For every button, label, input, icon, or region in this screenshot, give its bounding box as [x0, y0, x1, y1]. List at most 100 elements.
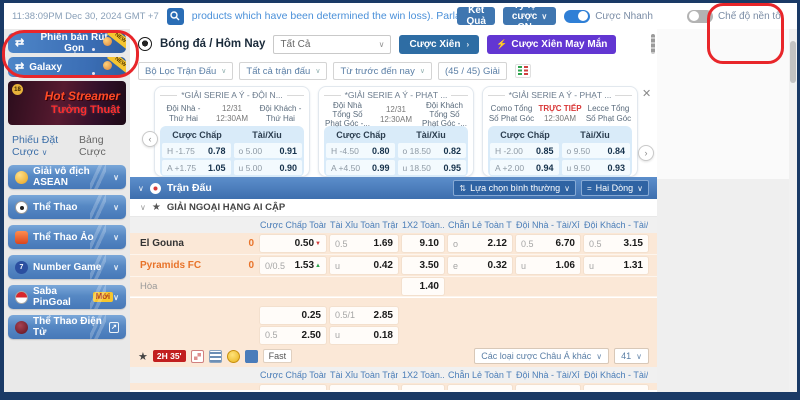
- odds-cell[interactable]: u 0.18: [330, 326, 398, 344]
- featured-card: *GIẢI SERIE A Ý - PHẠT ... Đội Nhà Tổng …: [318, 86, 474, 177]
- league-count-box[interactable]: (45 / 45) Giải: [437, 62, 507, 80]
- view-option-dropdown[interactable]: ⇅ Lựa chọn bình thường ∨: [453, 180, 576, 196]
- odds-cell[interactable]: o 2.12: [448, 235, 512, 252]
- league-section-row[interactable]: ∨ ★ GIẢI NGOẠI HẠNG AI CẬP: [130, 199, 657, 217]
- chevron-down-icon: ∨: [140, 203, 146, 212]
- chevron-down-icon: ∨: [113, 292, 119, 302]
- chevron-down-icon: ∨: [637, 183, 643, 193]
- coin-icon[interactable]: [226, 349, 240, 363]
- col-odd-even: Chẵn Lẻ Toàn Trận: [448, 220, 512, 230]
- odds-cell[interactable]: u 18.50 0.95: [397, 160, 466, 175]
- odds-up-icon: ▲: [315, 262, 321, 269]
- league-select[interactable]: Tất Cả ∨: [273, 34, 392, 54]
- chevron-right-icon: ›: [466, 39, 470, 49]
- promo-banner[interactable]: 18 Hot Streamer Tưởng Thuật: [8, 81, 126, 125]
- galaxy-version-button[interactable]: ⇄ Galaxy NEW: [8, 57, 126, 77]
- odds-cell[interactable]: u 0.42: [330, 257, 398, 274]
- home-team-name[interactable]: El Gouna: [140, 238, 184, 249]
- odds-cell[interactable]: u 1.06: [516, 257, 580, 274]
- odds-cell[interactable]: o 9.50 0.84: [561, 143, 630, 158]
- chevron-down-icon: ∨: [636, 351, 642, 361]
- sidebar-item-label: Number Game: [33, 261, 102, 273]
- toggle-knob: [688, 11, 699, 21]
- statistics-grid-icon[interactable]: [190, 349, 204, 363]
- page-scrollbar[interactable]: [789, 29, 797, 392]
- carousel-next-button[interactable]: ›: [638, 145, 654, 161]
- chevron-down-icon[interactable]: ∨: [138, 183, 144, 193]
- away-team-label: Đội Khách Tổng Số Phạt Góc -...: [422, 101, 467, 129]
- carousel-prev-button[interactable]: ‹: [142, 131, 158, 147]
- table-row-away: Pyramids FC 0 0/0.5 1.53 ▲ u 0.42 3.50 e 0.32…: [130, 255, 657, 277]
- bar-chart-icon[interactable]: [244, 349, 258, 363]
- odds-cell[interactable]: 0/0.5 1.53 ▲: [260, 257, 326, 274]
- odds-cell[interactable]: 0.5 3.15: [584, 235, 648, 252]
- planet-icon: [103, 37, 112, 46]
- odds-cell[interactable]: A +2.00 0.94: [490, 160, 559, 175]
- lucky-parlay-button[interactable]: ⚡ Cược Xiên May Mắn: [487, 34, 617, 54]
- odds-cell[interactable]: A +1.75 1.05: [162, 160, 231, 175]
- odds-cell[interactable]: 0.25: [260, 306, 326, 324]
- sidebar-item-asean-championship[interactable]: Giải vô địch ASEAN ∨: [8, 165, 126, 189]
- compact-version-button[interactable]: ⇄ Phiên bản Rút Gọn NEW: [8, 33, 126, 53]
- favorite-star-icon[interactable]: ★: [151, 202, 161, 213]
- over-under-header: Tài/Xỉu: [416, 129, 446, 140]
- time-range-dropdown[interactable]: Từ trước đến nay ∨: [333, 62, 432, 80]
- line-option-dropdown[interactable]: = Hai Dòng ∨: [580, 180, 649, 196]
- parlay-button[interactable]: Cược Xiên ›: [399, 34, 480, 54]
- sidebar-item-virtual-sports[interactable]: Thể Thao Ảo ∨: [8, 225, 126, 249]
- dark-mode-label: Chế độ nền tối: [717, 10, 783, 22]
- odds-cell[interactable]: u 9.50 0.93: [561, 160, 630, 175]
- match-filter-dropdown[interactable]: Bộ Lọc Trận Đấu ∨: [138, 62, 234, 80]
- headset-icon: [15, 320, 28, 334]
- odds-cell[interactable]: o 18.50 0.82: [397, 143, 466, 158]
- odds-cell[interactable]: H -2.00 0.85: [490, 143, 559, 158]
- live-time-badge: 2H 35': [152, 350, 186, 362]
- odds-type-dropdown[interactable]: Tỷ lệ cược CN ∨: [502, 3, 557, 33]
- tab-bet-board[interactable]: Bảng Cược: [79, 134, 106, 158]
- close-icon[interactable]: ✕: [642, 88, 652, 100]
- sidebar-item-sports[interactable]: Thể Thao ∨: [8, 195, 126, 219]
- odds-cell[interactable]: H -1.75 0.78: [162, 143, 231, 158]
- away-team-label: Đội Khách - Thứ Hai: [259, 104, 302, 123]
- sidebar-item-saba-pingoal[interactable]: Saba PinGoal Mới ∨: [8, 285, 126, 309]
- all-matches-dropdown[interactable]: Tất cả trận đấu ∨: [239, 62, 328, 80]
- odds-cell[interactable]: H -4.50 0.80: [326, 143, 395, 158]
- col-1x2: 1X2 Toàn...: [402, 220, 444, 230]
- odds-cell[interactable]: u 5.00 0.90: [233, 160, 302, 175]
- odds-cell[interactable]: o 5.00 0.91: [233, 143, 302, 158]
- odds-cell[interactable]: 0.50 ▼: [260, 235, 326, 252]
- sidebar-item-esports[interactable]: Thể Thao Điện Tử ↗: [8, 315, 126, 339]
- odds-cell[interactable]: A +4.50 0.99: [326, 160, 395, 175]
- sidebar-item-number-game[interactable]: 7 Number Game ∨: [8, 255, 126, 279]
- tab-bet-slip[interactable]: Phiếu Đặt Cược ∨: [12, 134, 59, 158]
- top-bar: 11:38:09PM Dec 30, 2024 GMT +7 products …: [4, 3, 797, 33]
- sort-icon[interactable]: [514, 64, 531, 78]
- favorite-star-icon[interactable]: ★: [138, 350, 148, 363]
- odds-cell[interactable]: 3.50: [402, 257, 444, 274]
- odds-cell[interactable]: 9.10: [402, 235, 444, 252]
- results-button[interactable]: Kết Quả: [457, 5, 495, 27]
- number-game-icon: 7: [15, 260, 28, 274]
- lineup-icon[interactable]: [208, 349, 222, 363]
- scrollbar-thumb[interactable]: [790, 41, 796, 83]
- handicap-header: Cược Chấp: [500, 129, 550, 140]
- away-team-name[interactable]: Pyramids FC: [140, 260, 202, 271]
- chevron-down-icon: ∨: [221, 68, 227, 75]
- odds-column-headers: Cược Chấp Toàn T... Tài Xỉu Toàn Trận 1X…: [130, 367, 657, 383]
- quick-bet-label: Cược Nhanh: [595, 10, 653, 22]
- odds-cell[interactable]: 0.5 6.70: [516, 235, 580, 252]
- market-count-dropdown[interactable]: 41 ∨: [614, 348, 649, 364]
- odds-cell[interactable]: 0.5 2.50: [260, 326, 326, 344]
- odds-cell[interactable]: 0.5 1.69: [330, 235, 398, 252]
- card-league-title: *GIẢI SERIE A Ý - PHẠT ...: [488, 90, 632, 100]
- odds-cell[interactable]: 0.5/1 2.85: [330, 306, 398, 324]
- odds-cell[interactable]: e 0.32: [448, 257, 512, 274]
- odds-cell[interactable]: 1.40: [402, 278, 444, 295]
- dark-mode-toggle[interactable]: [686, 9, 713, 23]
- odds-cell[interactable]: u 1.31: [584, 257, 648, 274]
- search-icon[interactable]: [166, 7, 184, 25]
- col-home-ou: Đội Nhà - Tài/Xỉu: [516, 370, 580, 380]
- quick-bet-toggle[interactable]: [564, 9, 591, 23]
- bet-types-dropdown[interactable]: Các loại cược Châu Á khác ∨: [474, 348, 610, 364]
- mini-scrollbar-thumb[interactable]: [651, 34, 655, 54]
